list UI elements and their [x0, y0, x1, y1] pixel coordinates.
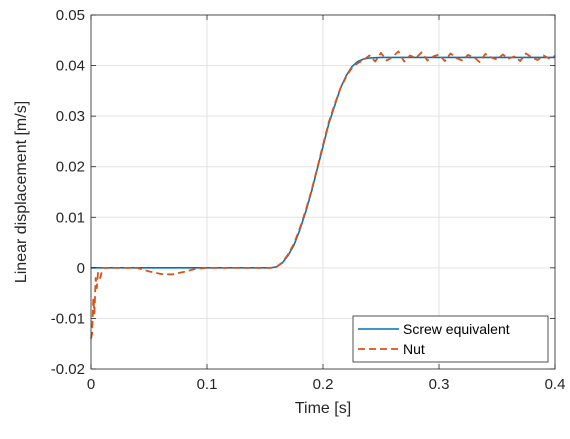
x-tick-label: 0.2 [313, 376, 334, 393]
legend: Screw equivalent Nut [352, 315, 549, 363]
x-tick-label: 0.4 [545, 376, 566, 393]
y-tick-label: 0.02 [56, 159, 85, 176]
y-axis-label: Linear displacement [m/s] [13, 101, 30, 283]
y-tick-label: -0.01 [51, 310, 85, 327]
x-tick-label: 0.3 [429, 376, 450, 393]
legend-label-screw-equivalent: Screw equivalent [403, 321, 510, 337]
y-tick-label: 0.03 [56, 108, 85, 125]
y-tick-label: -0.02 [51, 361, 85, 378]
y-tick-label: 0 [77, 260, 85, 277]
series-line-nut [90, 50, 556, 339]
legend-label-nut: Nut [403, 341, 425, 357]
x-tick-label: 0.1 [197, 376, 218, 393]
y-tick-label: 0.01 [56, 209, 85, 226]
y-tick-label: 0.04 [56, 58, 85, 75]
series-layer [90, 50, 556, 339]
axis-ticks: 0 0.1 0.2 0.3 0.4 -0.02 -0.01 0 0.01 0.02 0.03 0.04… [51, 7, 566, 393]
legend-box [352, 315, 549, 363]
x-tick-label: 0 [87, 376, 95, 393]
x-axis-label: Time [s] [295, 400, 351, 417]
y-tick-label: 0.05 [56, 7, 85, 24]
